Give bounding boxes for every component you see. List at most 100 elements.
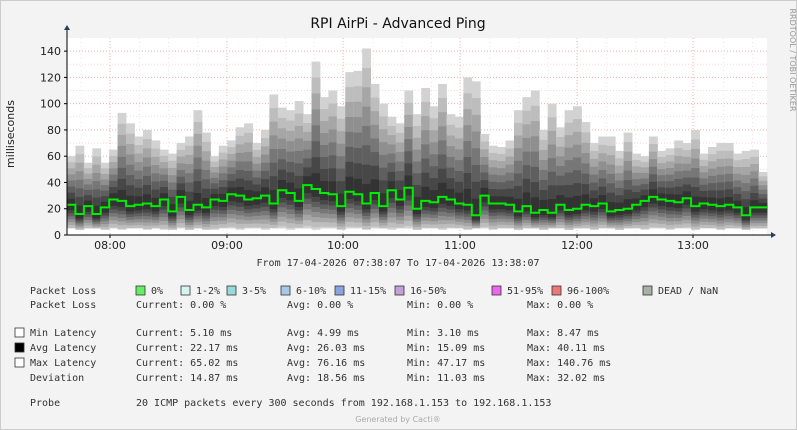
- latency-band: [336, 193, 346, 212]
- latency-band: [362, 184, 372, 210]
- x-tick-label: 12:00: [561, 239, 593, 252]
- y-tick-label: 20: [47, 203, 61, 216]
- latency-band: [438, 182, 447, 204]
- stat-min: Min: 47.17 ms: [407, 358, 485, 369]
- latency-band: [547, 199, 557, 218]
- stat-max: Max: 32.02 ms: [527, 373, 605, 384]
- stat-current: Current: 5.10 ms: [136, 328, 232, 339]
- latency-band: [716, 198, 726, 212]
- latency-band: [556, 195, 565, 211]
- packet-loss-title: Packet Loss: [30, 286, 96, 297]
- y-tick-label: 0: [54, 229, 61, 242]
- x-tick-label: 09:00: [211, 239, 243, 252]
- latency-band: [142, 194, 152, 210]
- x-axis-arrow: [771, 232, 776, 238]
- packet-loss-row-label: Packet Loss: [30, 300, 96, 311]
- latency-band: [564, 197, 574, 216]
- y-tick-label: 60: [47, 150, 61, 163]
- loss-item-label: 6-10%: [296, 286, 326, 297]
- latency-band: [92, 205, 102, 219]
- loss-swatch: [135, 285, 146, 296]
- latency-band: [598, 195, 608, 210]
- y-tick-label: 140: [40, 45, 61, 58]
- stat-avg: Avg: 76.16 ms: [287, 358, 365, 369]
- y-axis-arrow: [64, 25, 70, 30]
- stat-current: Current: 14.87 ms: [136, 373, 238, 384]
- latency-band: [193, 192, 203, 211]
- packet-loss-avg: Avg: 0.00 %: [287, 300, 353, 311]
- axes: 0 20 40 60 80 100 120 140 08:00 09:00 10:00 11:00 12…: [40, 25, 776, 252]
- latency-band: [513, 198, 523, 217]
- stat-current: Current: 65.02 ms: [136, 358, 238, 369]
- y-tick-label: 40: [47, 176, 61, 189]
- loss-swatch: [491, 285, 502, 296]
- y-tick-label: 120: [40, 71, 61, 84]
- loss-swatch: [180, 285, 191, 296]
- loss-swatch: [280, 285, 291, 296]
- latency-band: [522, 192, 532, 212]
- loss-item-label: 96-100%: [567, 286, 609, 297]
- loss-swatch: [226, 285, 237, 296]
- latency-band: [606, 202, 616, 217]
- latency-band: [286, 182, 296, 201]
- avg-latency-line: [67, 184, 767, 217]
- latency-band: [117, 189, 127, 208]
- latency-band: [168, 204, 178, 217]
- stat-label: Avg Latency: [30, 343, 96, 354]
- loss-item-label: 16-50%: [410, 286, 446, 297]
- y-tick-label: 80: [47, 124, 61, 137]
- stat-max: Max: 40.11 ms: [527, 343, 605, 354]
- legend: Packet Loss 0% 1-2% 3-5% 6-10% 11-15% 16-50% 51…: [14, 285, 718, 409]
- packet-loss-max: Max: 0.00 %: [527, 300, 593, 311]
- loss-item-label: 0%: [151, 286, 163, 297]
- latency-band: [446, 188, 456, 206]
- rrdtool-credit: RRDTOOL / TOBI OETIKER: [788, 8, 797, 111]
- loss-item-label: 3-5%: [242, 286, 266, 297]
- latency-band: [454, 192, 464, 210]
- time-range-label: From 17-04-2026 07:38:07 To 17-04-2026 1…: [257, 258, 540, 269]
- loss-swatch: [394, 285, 405, 296]
- loss-swatch: [551, 285, 562, 296]
- stat-avg: Avg: 4.99 ms: [287, 328, 359, 339]
- latency-band: [277, 180, 287, 198]
- latency-band: [741, 207, 751, 220]
- stat-current: Current: 22.17 ms: [136, 343, 238, 354]
- x-tick-label: 10:00: [327, 239, 359, 252]
- latency-band: [379, 193, 388, 212]
- latency-band: [615, 202, 625, 216]
- latency-band: [320, 180, 329, 201]
- stat-swatch: [14, 342, 25, 353]
- latency-band: [412, 196, 422, 214]
- latency-band: [395, 190, 405, 206]
- stat-avg: Avg: 18.56 ms: [287, 373, 365, 384]
- latency-band: [201, 198, 211, 213]
- probe-label: Probe: [30, 398, 60, 409]
- latency-band: [429, 190, 439, 209]
- latency-band: [530, 197, 540, 218]
- latency-band: [328, 181, 338, 202]
- latency-band: [75, 205, 85, 219]
- packet-loss-min: Min: 0.00 %: [407, 300, 473, 311]
- latency-band: [151, 197, 161, 212]
- x-tick-label: 11:00: [444, 239, 476, 252]
- latency-band: [573, 195, 582, 214]
- loss-item-label: DEAD / NaN: [658, 286, 718, 297]
- latency-band: [581, 194, 591, 211]
- latency-band: [294, 188, 304, 207]
- latency-band: [134, 196, 144, 211]
- latency-band: [269, 189, 279, 210]
- latency-band: [471, 198, 481, 220]
- stat-max: Max: 140.76 ms: [527, 358, 611, 369]
- loss-item-label: 1-2%: [196, 286, 220, 297]
- stat-swatch: [14, 327, 25, 338]
- latency-bands: [67, 48, 768, 230]
- footer-credit: Generated by Cacti®: [355, 415, 441, 424]
- latency-band: [724, 197, 734, 211]
- loss-swatch: [642, 285, 653, 296]
- x-tick-label: 13:00: [677, 239, 709, 252]
- stat-max: Max: 8.47 ms: [527, 328, 599, 339]
- x-tick-label: 08:00: [94, 239, 126, 252]
- latency-band: [404, 175, 414, 196]
